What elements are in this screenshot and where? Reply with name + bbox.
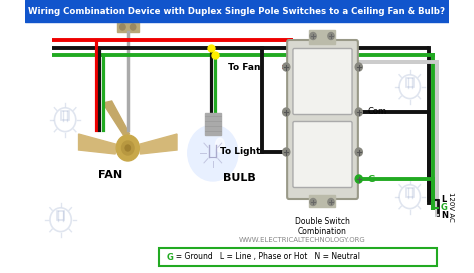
Circle shape bbox=[188, 125, 238, 181]
Bar bbox=[309, 30, 336, 44]
Bar bbox=[57, 211, 64, 220]
Bar bbox=[406, 78, 414, 87]
Circle shape bbox=[355, 63, 362, 71]
Circle shape bbox=[283, 63, 290, 71]
Circle shape bbox=[283, 108, 290, 116]
Circle shape bbox=[310, 32, 316, 40]
Ellipse shape bbox=[216, 138, 225, 152]
Text: To Fan: To Fan bbox=[228, 63, 260, 72]
Bar bbox=[25, 0, 449, 22]
Polygon shape bbox=[103, 101, 129, 135]
Bar bbox=[61, 111, 69, 120]
Text: 120V AC: 120V AC bbox=[448, 192, 454, 222]
Text: Wiring Combination Device with Duplex Single Pole Switches to a Ceiling Fan & Bu: Wiring Combination Device with Duplex Si… bbox=[28, 7, 446, 16]
Circle shape bbox=[120, 24, 125, 30]
Circle shape bbox=[125, 145, 130, 151]
FancyBboxPatch shape bbox=[293, 49, 352, 114]
Circle shape bbox=[328, 198, 334, 206]
Circle shape bbox=[283, 148, 290, 156]
Circle shape bbox=[328, 32, 334, 40]
Polygon shape bbox=[140, 134, 177, 154]
Bar bbox=[117, 22, 138, 32]
FancyBboxPatch shape bbox=[287, 40, 358, 199]
Text: G: G bbox=[441, 203, 448, 212]
Text: BULB: BULB bbox=[223, 173, 256, 183]
Text: G: G bbox=[368, 174, 375, 183]
Circle shape bbox=[121, 141, 134, 155]
Circle shape bbox=[355, 108, 362, 116]
Text: FAN: FAN bbox=[98, 170, 122, 180]
Text: WWW.ELECTRICALTECHNOLOGY.ORG: WWW.ELECTRICALTECHNOLOGY.ORG bbox=[239, 237, 366, 243]
Text: L: L bbox=[441, 195, 447, 204]
Text: = Ground   L = Line , Phase or Hot   N = Neutral: = Ground L = Line , Phase or Hot N = Neu… bbox=[171, 253, 360, 262]
Text: Com: Com bbox=[368, 108, 387, 117]
Text: Double Switch
Combination: Double Switch Combination bbox=[295, 217, 349, 236]
Circle shape bbox=[355, 148, 362, 156]
Circle shape bbox=[130, 24, 136, 30]
Circle shape bbox=[116, 135, 139, 161]
Bar bbox=[406, 188, 414, 197]
FancyBboxPatch shape bbox=[293, 121, 352, 188]
Bar bbox=[205, 113, 221, 135]
Circle shape bbox=[310, 198, 316, 206]
Text: N: N bbox=[441, 210, 448, 219]
Circle shape bbox=[355, 175, 362, 183]
Polygon shape bbox=[79, 134, 115, 154]
Text: G: G bbox=[166, 253, 173, 262]
Bar bbox=[159, 248, 437, 266]
Text: To Light: To Light bbox=[220, 147, 260, 156]
Bar bbox=[309, 195, 336, 207]
